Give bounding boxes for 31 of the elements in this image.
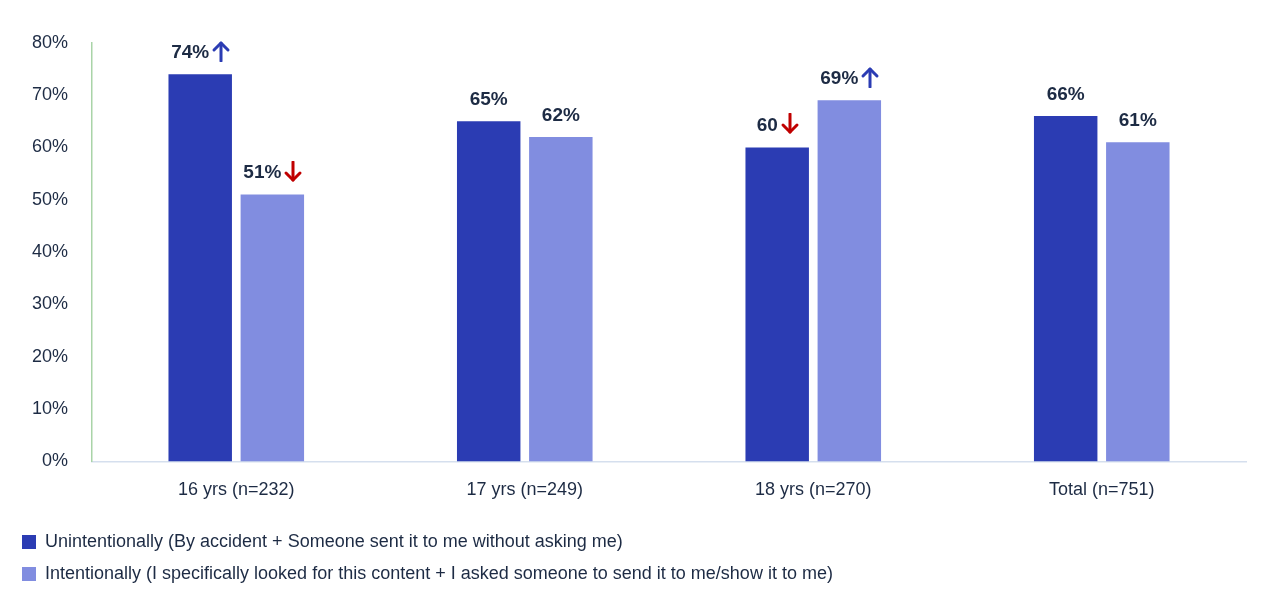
bar (529, 136, 593, 462)
x-tick-label: 18 yrs (n=270) (754, 479, 872, 500)
legend-label: Unintentionally (By accident + Someone sent it to me without asking me) (45, 530, 623, 551)
data-label: 65% (469, 88, 508, 110)
x-tick-label: 16 yrs (n=232) (177, 479, 295, 500)
data-label: 74% (171, 40, 210, 62)
data-label: 66% (1046, 82, 1085, 104)
y-tick-label: 50% (32, 188, 69, 209)
bar (817, 100, 882, 462)
x-tick-label: 17 yrs (n=249) (466, 479, 584, 500)
y-tick-label: 0% (42, 450, 69, 471)
data-label: 51% (243, 161, 282, 183)
bar (240, 194, 305, 462)
y-tick-label: 40% (32, 241, 69, 262)
y-tick-label: 70% (32, 84, 69, 105)
bar (1106, 142, 1170, 462)
data-label: 61% (1118, 108, 1157, 130)
legend-label: Intentionally (I specifically looked for this content + I asked someone to send it to me/show it to me) (45, 562, 833, 583)
x-tick-label: Total (n=751) (1048, 479, 1155, 500)
bar (745, 147, 809, 462)
bar (456, 121, 521, 462)
y-tick-label: 10% (32, 398, 69, 419)
data-label: 69% (820, 67, 859, 89)
y-tick-label: 60% (32, 136, 69, 157)
data-label: 60 (756, 114, 778, 136)
y-tick-label: 80% (32, 31, 69, 52)
y-tick-label: 30% (32, 293, 69, 314)
bar (168, 74, 232, 462)
data-label: 62% (541, 103, 580, 125)
y-tick-label: 20% (32, 345, 69, 366)
bar (1033, 116, 1098, 462)
